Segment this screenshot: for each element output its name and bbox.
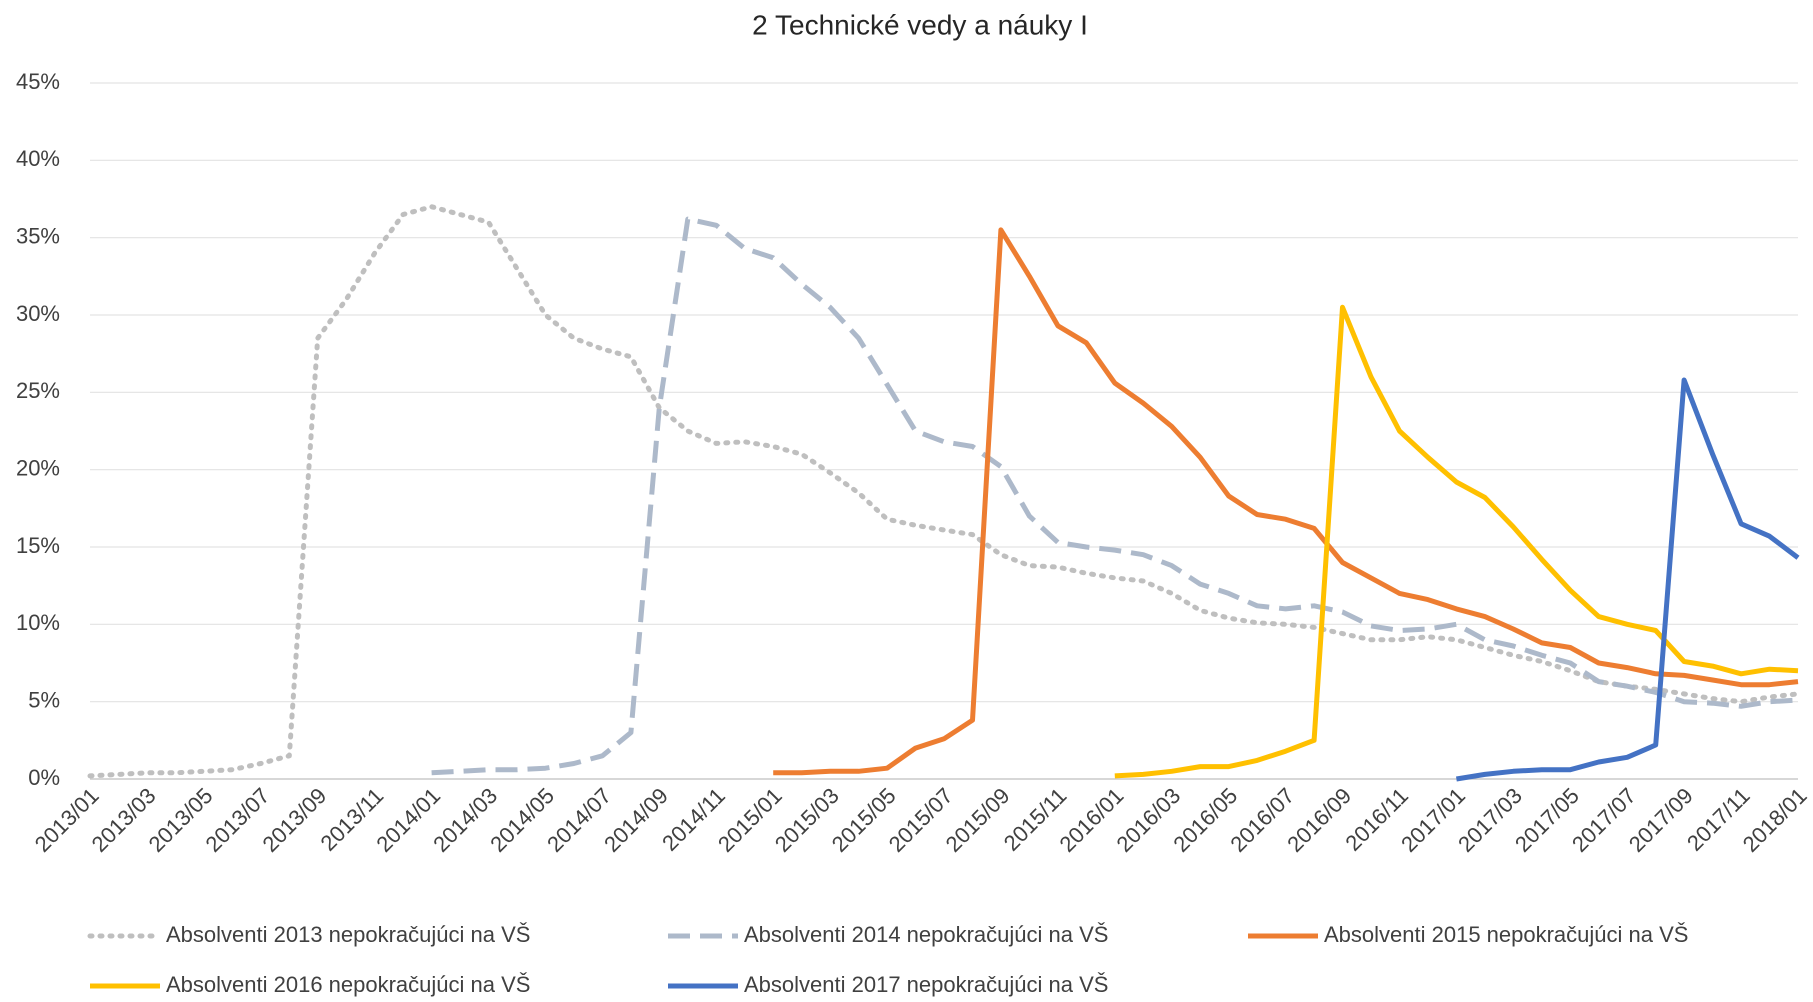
y-tick-label: 5%	[28, 687, 60, 712]
y-tick-label: 20%	[16, 455, 60, 480]
chart-title: 2 Technické vedy a náuky I	[752, 9, 1088, 40]
y-tick-label: 35%	[16, 223, 60, 248]
legend-label: Absolventi 2015 nepokračujúci na VŠ	[1324, 922, 1688, 947]
legend-label: Absolventi 2017 nepokračujúci na VŠ	[744, 972, 1108, 997]
x-tick-label: 2018/01	[1738, 783, 1812, 857]
legend-label: Absolventi 2014 nepokračujúci na VŠ	[744, 922, 1108, 947]
series-line	[1456, 377, 1800, 782]
x-tick-label: 2015/09	[941, 783, 1015, 857]
x-tick-label: 2013/09	[257, 783, 331, 857]
y-tick-label: 25%	[16, 378, 60, 403]
y-tick-label: 15%	[16, 533, 60, 558]
x-tick-label: 2017/09	[1624, 783, 1698, 857]
y-tick-label: 10%	[16, 610, 60, 635]
x-tick-label: 2016/09	[1282, 783, 1356, 857]
series-line	[431, 216, 1799, 776]
y-tick-label: 45%	[16, 69, 60, 94]
y-tick-label: 0%	[28, 765, 60, 790]
y-tick-label: 40%	[16, 146, 60, 171]
series-line	[1114, 304, 1799, 779]
legend-label: Absolventi 2013 nepokračujúci na VŠ	[166, 922, 530, 947]
y-tick-label: 30%	[16, 301, 60, 326]
legend-label: Absolventi 2016 nepokračujúci na VŠ	[166, 972, 530, 997]
series-line	[87, 204, 1801, 779]
series-line	[773, 227, 1799, 776]
x-tick-label: 2014/09	[599, 783, 673, 857]
